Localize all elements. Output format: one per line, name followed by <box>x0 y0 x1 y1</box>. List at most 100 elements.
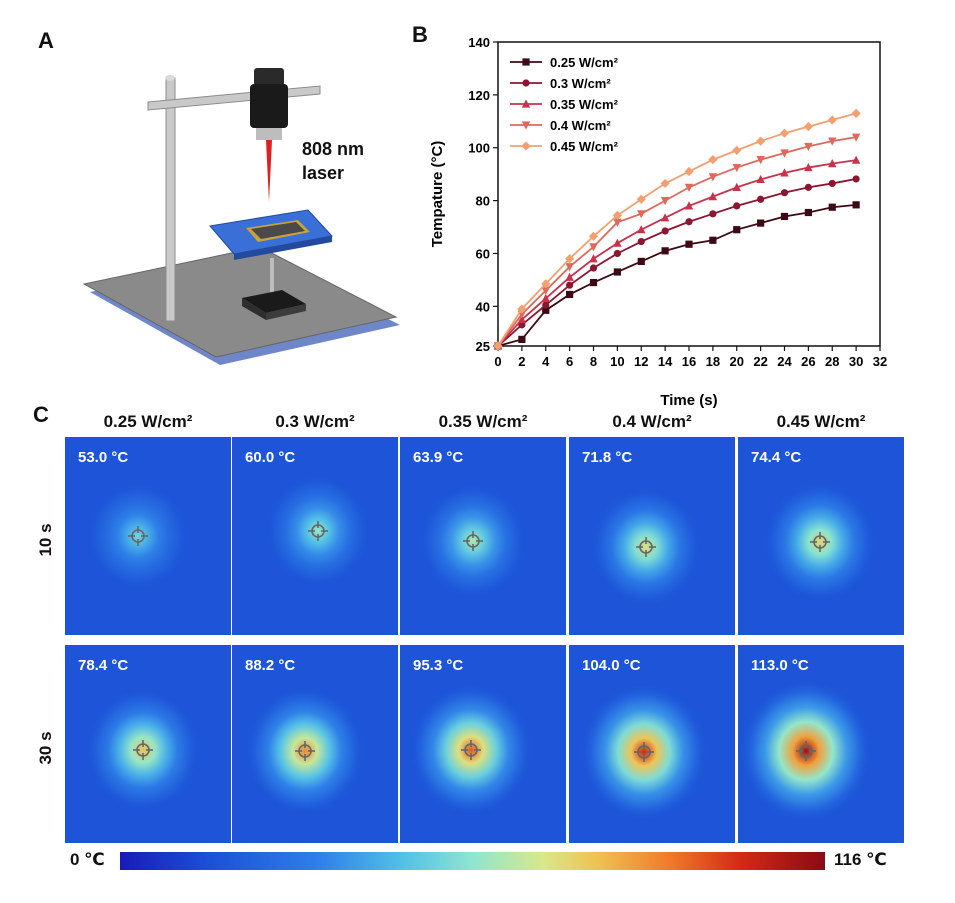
base-plate <box>82 246 398 358</box>
legend-label: 0.3 W/cm² <box>550 76 611 91</box>
data-point <box>733 202 741 210</box>
y-tick-label: 25 <box>476 339 490 354</box>
y-tick-label: 80 <box>476 194 490 209</box>
data-point <box>684 183 694 192</box>
column-header: 0.3 W/cm² <box>275 412 355 431</box>
data-point <box>851 133 861 142</box>
data-point <box>661 227 669 235</box>
heat-spot <box>408 682 534 818</box>
data-point <box>732 163 741 173</box>
data-point <box>756 156 765 165</box>
max-temperature-label: 74.4 °C <box>751 449 802 466</box>
thermal-image: 74.4 °C <box>738 437 904 635</box>
x-tick-label: 26 <box>801 354 815 369</box>
data-point <box>589 278 598 287</box>
data-point <box>541 286 550 296</box>
data-point <box>828 137 837 146</box>
laser-setup-illustration <box>82 68 400 365</box>
thermal-image: 113.0 °C <box>738 645 904 843</box>
legend-label: 0.35 W/cm² <box>550 97 619 112</box>
x-tick-label: 28 <box>825 354 839 369</box>
thermal-image: 88.2 °C <box>232 645 398 843</box>
crosshair-icon <box>636 537 656 557</box>
data-point <box>521 99 531 108</box>
laser-lens <box>256 128 282 140</box>
heat-spot <box>84 687 202 813</box>
data-point <box>661 247 669 255</box>
data-point <box>565 272 574 281</box>
data-point <box>709 210 717 218</box>
legend-entry: 0.4 W/cm² <box>510 118 611 133</box>
y-tick-label: 100 <box>468 141 490 156</box>
data-point <box>637 210 646 219</box>
data-point <box>851 155 861 164</box>
data-point <box>708 155 718 165</box>
data-point <box>804 142 813 152</box>
data-point <box>637 257 645 266</box>
y-tick-label: 40 <box>476 299 490 314</box>
data-point <box>684 166 694 177</box>
heat-spot <box>86 480 190 592</box>
data-point <box>566 281 574 289</box>
thermal-image: 53.0 °C <box>65 437 231 635</box>
data-point <box>613 218 622 227</box>
y-axis-label: Tempature (°C) <box>429 141 446 248</box>
colorbar-max-label: 116 ℃ <box>834 850 887 869</box>
max-temperature-label: 88.2 °C <box>245 657 296 674</box>
legend-entry: 0.35 W/cm² <box>510 97 619 112</box>
max-temperature-label: 60.0 °C <box>245 449 296 466</box>
max-temperature-label: 104.0 °C <box>582 657 641 674</box>
data-point <box>708 192 718 201</box>
max-temperature-label: 53.0 °C <box>78 449 129 466</box>
crosshair-icon <box>133 740 153 760</box>
colorbar <box>120 852 825 870</box>
data-point <box>566 290 574 299</box>
series-1 <box>494 175 860 350</box>
data-point <box>612 210 622 221</box>
x-tick-label: 0 <box>494 354 501 369</box>
data-point <box>756 174 765 184</box>
data-point <box>660 178 670 189</box>
x-tick-label: 32 <box>873 354 887 369</box>
max-temperature-label: 95.3 °C <box>413 657 464 674</box>
data-point <box>709 236 717 244</box>
x-tick-label: 8 <box>590 354 597 369</box>
x-tick-label: 30 <box>849 354 863 369</box>
panel-label-a: A <box>38 28 54 53</box>
data-point <box>780 212 789 221</box>
data-point <box>685 218 693 226</box>
laser-head-body <box>250 84 288 128</box>
thermal-image: 95.3 °C <box>400 645 566 843</box>
y-tick-label: 120 <box>468 88 490 103</box>
series-line <box>497 136 857 347</box>
stand-pole <box>165 77 176 322</box>
heat-spot <box>579 681 709 823</box>
data-point <box>589 243 598 252</box>
x-tick-label: 14 <box>658 354 673 369</box>
x-axis-label: Time (s) <box>660 392 717 409</box>
thermal-image: 60.0 °C <box>232 437 398 635</box>
thermal-image: 78.4 °C <box>65 645 231 843</box>
x-tick-label: 4 <box>542 354 550 369</box>
data-point <box>780 189 789 197</box>
data-point <box>851 108 861 118</box>
series-4 <box>493 108 861 351</box>
data-point <box>803 121 813 132</box>
data-point <box>518 335 526 343</box>
data-point <box>757 219 765 227</box>
data-point <box>828 203 836 211</box>
data-point <box>757 195 765 203</box>
heat-spot <box>244 685 366 817</box>
data-point <box>542 306 550 314</box>
series-line <box>497 178 857 347</box>
crosshair-icon <box>796 741 816 761</box>
column-header: 0.45 W/cm² <box>776 412 866 431</box>
x-tick-label: 18 <box>706 354 720 369</box>
x-tick-label: 22 <box>753 354 767 369</box>
crosshair-icon <box>810 532 830 552</box>
data-point <box>493 341 503 351</box>
data-point <box>708 173 718 182</box>
data-point <box>517 314 527 324</box>
laser-beam <box>266 140 272 202</box>
data-point <box>732 145 742 155</box>
